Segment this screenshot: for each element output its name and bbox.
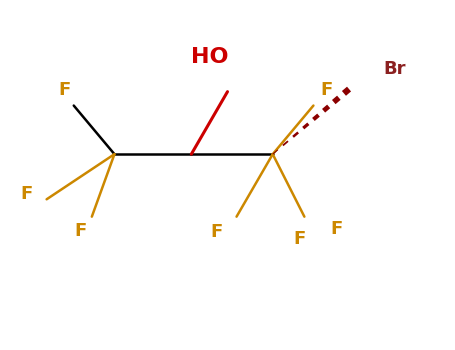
- Text: F: F: [59, 81, 71, 99]
- Text: F: F: [210, 223, 222, 241]
- Text: F: F: [20, 185, 32, 203]
- Text: F: F: [321, 81, 333, 99]
- Text: F: F: [75, 222, 86, 239]
- Text: F: F: [294, 230, 306, 248]
- Text: HO: HO: [191, 47, 228, 67]
- Text: Br: Br: [384, 60, 406, 78]
- Text: F: F: [330, 220, 342, 238]
